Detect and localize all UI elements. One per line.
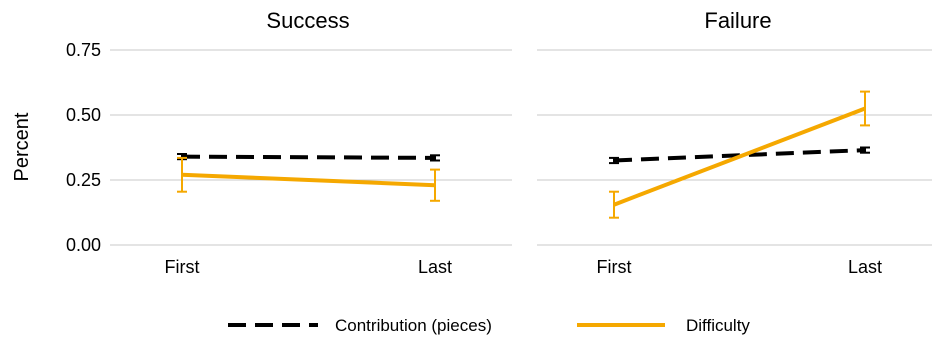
panel-failure: Failure First Last — [597, 8, 883, 277]
y-tick-label: 0.25 — [66, 170, 101, 190]
y-axis-title: Percent — [11, 112, 33, 181]
error-bar — [177, 156, 187, 193]
panels: Success First Last Failure First Last — [165, 8, 883, 277]
panel-success: Success First Last — [165, 8, 453, 277]
legend-item: Difficulty — [577, 316, 750, 335]
panel-title: Failure — [704, 8, 771, 33]
series-line — [181, 172, 436, 188]
legend-item: Contribution (pieces) — [228, 316, 492, 335]
grid — [110, 49, 932, 246]
x-tick-label: First — [165, 257, 200, 277]
legend-label: Contribution (pieces) — [335, 316, 492, 335]
series-difficulty — [609, 90, 870, 219]
legend-label: Difficulty — [686, 316, 750, 335]
y-axis-ticks: 0.00 0.25 0.50 0.75 — [66, 40, 101, 255]
series-difficulty — [177, 156, 440, 202]
error-bar — [430, 168, 440, 202]
y-tick-label: 0.00 — [66, 235, 101, 255]
panel-title: Success — [266, 8, 349, 33]
series-line — [613, 106, 866, 207]
x-tick-label: Last — [848, 257, 882, 277]
series-line — [181, 154, 436, 160]
x-tick-label: Last — [418, 257, 452, 277]
y-tick-label: 0.50 — [66, 105, 101, 125]
x-tick-label: First — [597, 257, 632, 277]
legend: Contribution (pieces) Difficulty — [228, 316, 750, 335]
series-contribution — [177, 153, 440, 162]
y-tick-label: 0.75 — [66, 40, 101, 60]
